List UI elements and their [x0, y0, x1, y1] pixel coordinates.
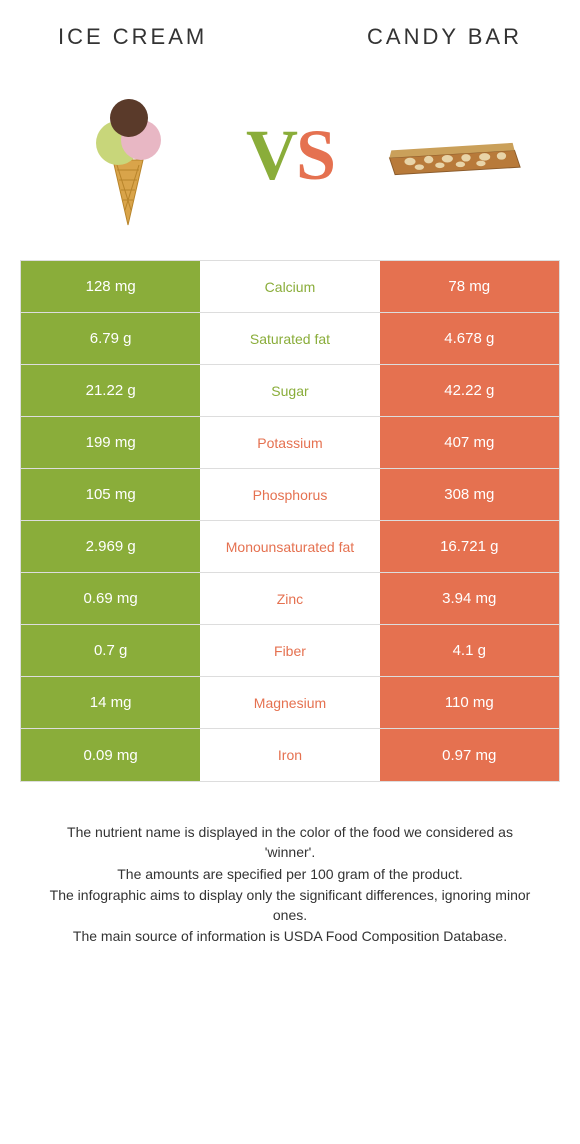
table-row: 199 mgPotassium407 mg — [21, 417, 559, 469]
footer-notes: The nutrient name is displayed in the co… — [18, 782, 562, 947]
table-row: 6.79 gSaturated fat4.678 g — [21, 313, 559, 365]
footer-line: The nutrient name is displayed in the co… — [40, 822, 540, 863]
vs-v: V — [246, 115, 296, 195]
table-row: 14 mgMagnesium110 mg — [21, 677, 559, 729]
vs-label: VS — [246, 114, 334, 197]
right-value: 308 mg — [380, 469, 559, 520]
title-row: ICE CREAM CANDY BAR — [18, 20, 562, 60]
table-row: 2.969 gMonounsaturated fat16.721 g — [21, 521, 559, 573]
nutrient-name: Zinc — [200, 573, 379, 624]
candy-bar-icon — [382, 80, 522, 230]
left-value: 21.22 g — [21, 365, 200, 416]
left-value: 6.79 g — [21, 313, 200, 364]
right-value: 407 mg — [380, 417, 559, 468]
left-value: 105 mg — [21, 469, 200, 520]
nutrient-name: Magnesium — [200, 677, 379, 728]
nutrient-name: Potassium — [200, 417, 379, 468]
footer-line: The amounts are specified per 100 gram o… — [40, 864, 540, 884]
left-value: 14 mg — [21, 677, 200, 728]
nutrient-name: Iron — [200, 729, 379, 781]
right-title: CANDY BAR — [367, 24, 522, 50]
table-row: 21.22 gSugar42.22 g — [21, 365, 559, 417]
right-value: 3.94 mg — [380, 573, 559, 624]
nutrient-name: Saturated fat — [200, 313, 379, 364]
footer-line: The main source of information is USDA F… — [40, 926, 540, 946]
vs-s: S — [296, 115, 334, 195]
nutrient-name: Calcium — [200, 261, 379, 312]
table-row: 128 mgCalcium78 mg — [21, 261, 559, 313]
nutrient-name: Monounsaturated fat — [200, 521, 379, 572]
table-row: 0.7 gFiber4.1 g — [21, 625, 559, 677]
ice-cream-icon — [58, 80, 198, 230]
left-title: ICE CREAM — [58, 24, 207, 50]
nutrient-name: Phosphorus — [200, 469, 379, 520]
table-row: 105 mgPhosphorus308 mg — [21, 469, 559, 521]
table-row: 0.09 mgIron0.97 mg — [21, 729, 559, 781]
nutrient-name: Fiber — [200, 625, 379, 676]
right-value: 110 mg — [380, 677, 559, 728]
nutrient-name: Sugar — [200, 365, 379, 416]
left-value: 0.69 mg — [21, 573, 200, 624]
right-value: 4.1 g — [380, 625, 559, 676]
left-value: 0.09 mg — [21, 729, 200, 781]
right-value: 4.678 g — [380, 313, 559, 364]
right-value: 16.721 g — [380, 521, 559, 572]
hero-row: VS — [18, 60, 562, 260]
right-value: 0.97 mg — [380, 729, 559, 781]
right-value: 78 mg — [380, 261, 559, 312]
right-value: 42.22 g — [380, 365, 559, 416]
left-value: 128 mg — [21, 261, 200, 312]
table-row: 0.69 mgZinc3.94 mg — [21, 573, 559, 625]
comparison-table: 128 mgCalcium78 mg6.79 gSaturated fat4.6… — [20, 260, 560, 782]
footer-line: The infographic aims to display only the… — [40, 885, 540, 926]
left-value: 2.969 g — [21, 521, 200, 572]
left-value: 199 mg — [21, 417, 200, 468]
left-value: 0.7 g — [21, 625, 200, 676]
